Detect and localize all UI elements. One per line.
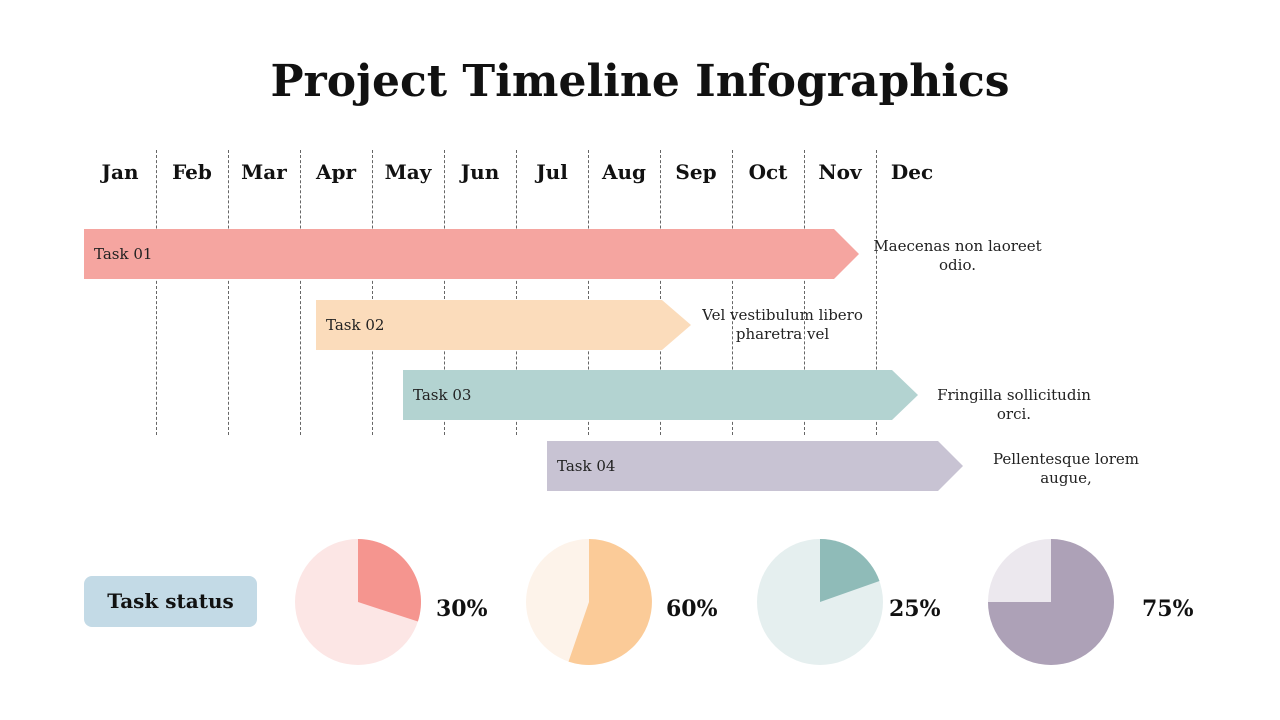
month-divider: [228, 150, 229, 435]
month-nov: Nov: [818, 160, 862, 184]
pie-slice: [358, 539, 421, 622]
task-bar-01-shape: [84, 229, 859, 279]
month-jul: Jul: [536, 160, 568, 184]
month-mar: Mar: [241, 160, 287, 184]
task-bar-arrow: [316, 300, 691, 350]
task-note-03: Fringilla sollicitudin orci.: [937, 386, 1091, 423]
month-apr: Apr: [315, 160, 357, 184]
month-divider: [588, 150, 589, 435]
month-divider: [732, 150, 733, 435]
task-bar-04-shape: [547, 441, 963, 491]
page-title: Project Timeline Infographics: [270, 56, 1010, 107]
status-pie-1: [294, 538, 422, 666]
month-divider: [804, 150, 805, 435]
task-label: Task 01: [94, 245, 153, 263]
status-percent-4: 75%: [1142, 596, 1194, 622]
pie-slice: [988, 539, 1114, 665]
status-pie-3: [756, 538, 884, 666]
month-aug: Aug: [601, 160, 647, 184]
pie-slice: [568, 539, 652, 665]
month-feb: Feb: [172, 160, 212, 184]
task-bar-arrow: [403, 370, 918, 420]
status-percent-2: 60%: [666, 596, 718, 622]
month-may: May: [384, 160, 432, 184]
month-divider: [156, 150, 157, 435]
month-sep: Sep: [675, 160, 717, 184]
task-bar-arrow: [547, 441, 963, 491]
task-bar-01: Task 01: [84, 229, 860, 279]
month-jun: Jun: [460, 160, 500, 184]
task-bar-arrow: [84, 229, 859, 279]
status-pie-2: [525, 538, 653, 666]
month-oct: Oct: [748, 160, 788, 184]
month-divider: [300, 150, 301, 435]
pie-slice: [820, 538, 880, 602]
task-bar-03: Task 03: [403, 370, 919, 420]
task-bar-02-shape: [316, 300, 691, 350]
task-bar-03-shape: [403, 370, 918, 420]
month-divider: [444, 150, 445, 435]
status-percent-3: 25%: [889, 596, 941, 622]
task-label: Task 02: [326, 316, 385, 334]
task-bar-04: Task 04: [547, 441, 964, 491]
month-jan: Jan: [101, 160, 139, 184]
month-divider: [516, 150, 517, 435]
task-note-02: Vel vestibulum libero pharetra vel: [702, 306, 863, 343]
task-note-04: Pellentesque lorem augue,: [992, 450, 1140, 487]
month-divider: [876, 150, 877, 435]
task-note-01: Maecenas non laoreet odio.: [873, 237, 1042, 274]
task-label: Task 04: [557, 457, 616, 475]
month-dec: Dec: [890, 160, 934, 184]
status-percent-1: 30%: [436, 596, 488, 622]
status-pie-4: [987, 538, 1115, 666]
month-divider: [372, 150, 373, 435]
task-label: Task 03: [413, 386, 472, 404]
task-bar-02: Task 02: [316, 300, 692, 350]
month-divider: [660, 150, 661, 435]
task-status-label: Task status: [84, 576, 257, 627]
